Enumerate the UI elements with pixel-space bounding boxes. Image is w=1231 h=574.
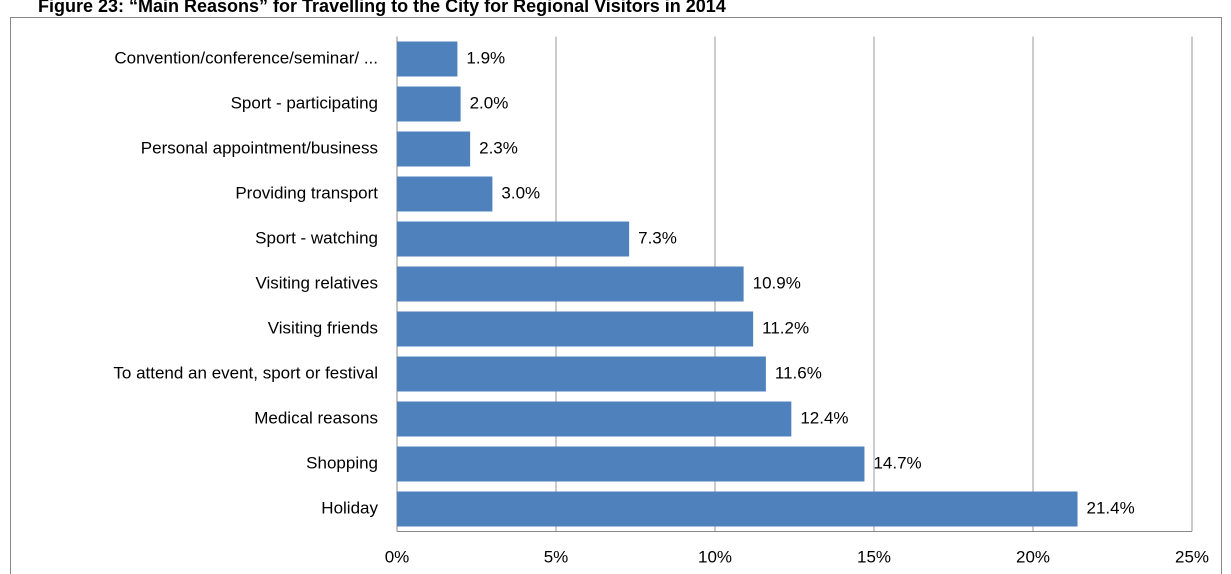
y-tick-label: Visiting friends bbox=[268, 318, 378, 337]
bar bbox=[397, 131, 471, 167]
data-label: 12.4% bbox=[800, 408, 848, 427]
bar bbox=[397, 41, 458, 77]
x-tick-label: 20% bbox=[1016, 547, 1050, 566]
x-tick-label: 15% bbox=[857, 547, 891, 566]
chart-title: Figure 23: “Main Reasons” for Travelling… bbox=[38, 0, 726, 16]
x-tick-label: 5% bbox=[544, 547, 569, 566]
data-label: 11.2% bbox=[762, 318, 809, 337]
bar bbox=[397, 266, 744, 302]
y-tick-label: Visiting relatives bbox=[255, 273, 378, 292]
y-tick-label: Convention/conference/seminar/ ... bbox=[114, 48, 378, 67]
bar bbox=[397, 356, 766, 392]
bar bbox=[397, 311, 754, 347]
data-label: 2.0% bbox=[470, 93, 509, 112]
data-label: 11.6% bbox=[775, 363, 822, 382]
data-label: 3.0% bbox=[501, 183, 540, 202]
bar bbox=[397, 446, 865, 482]
y-tick-label: To attend an event, sport or festival bbox=[113, 363, 378, 382]
chart-frame bbox=[10, 17, 1222, 574]
y-tick-label: Sport - participating bbox=[231, 93, 378, 112]
x-tick-label: 0% bbox=[385, 547, 410, 566]
y-tick-label: Sport - watching bbox=[255, 228, 378, 247]
y-tick-label: Medical reasons bbox=[254, 408, 378, 427]
y-tick-label: Shopping bbox=[306, 453, 378, 472]
y-tick-label: Providing transport bbox=[235, 183, 378, 202]
y-tick-label: Personal appointment/business bbox=[141, 138, 378, 157]
bar bbox=[397, 401, 792, 437]
data-label: 14.7% bbox=[873, 453, 921, 472]
data-label: 21.4% bbox=[1087, 498, 1135, 517]
data-label: 7.3% bbox=[638, 228, 677, 247]
bar bbox=[397, 491, 1078, 527]
bar bbox=[397, 176, 493, 212]
bar bbox=[397, 221, 630, 257]
x-tick-label: 25% bbox=[1175, 547, 1209, 566]
title-background bbox=[0, 0, 1231, 16]
data-label: 1.9% bbox=[466, 48, 505, 67]
y-tick-label: Holiday bbox=[321, 498, 378, 517]
bar bbox=[397, 86, 461, 122]
x-tick-label: 10% bbox=[698, 547, 732, 566]
data-label: 10.9% bbox=[753, 273, 801, 292]
data-label: 2.3% bbox=[479, 138, 518, 157]
